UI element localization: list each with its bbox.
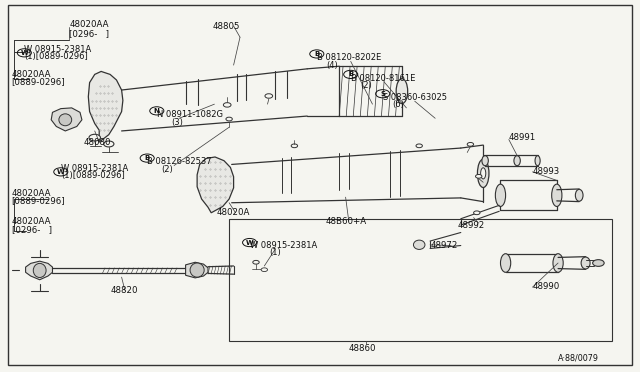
Text: [0889-0296]: [0889-0296] <box>12 196 65 205</box>
Text: (6): (6) <box>392 100 404 109</box>
Text: (1)[0889-0296]: (1)[0889-0296] <box>61 171 125 180</box>
Ellipse shape <box>253 260 259 264</box>
Ellipse shape <box>581 257 590 269</box>
Text: 48992: 48992 <box>458 221 485 230</box>
Ellipse shape <box>553 254 563 272</box>
Ellipse shape <box>476 174 482 178</box>
Text: W: W <box>20 50 28 56</box>
Text: A·88/0079: A·88/0079 <box>558 353 599 362</box>
Text: W: W <box>246 240 253 246</box>
Polygon shape <box>51 108 82 131</box>
Ellipse shape <box>474 211 480 215</box>
Ellipse shape <box>495 184 506 206</box>
Text: W: W <box>57 169 65 175</box>
Ellipse shape <box>291 144 298 148</box>
Ellipse shape <box>413 240 425 249</box>
Ellipse shape <box>552 184 562 206</box>
Text: 48020A: 48020A <box>216 208 250 217</box>
Text: 48020AA: 48020AA <box>12 189 51 198</box>
Text: N 08911-1082G: N 08911-1082G <box>157 110 223 119</box>
Text: 48805: 48805 <box>212 22 240 31</box>
Text: (4): (4) <box>326 61 338 70</box>
Polygon shape <box>197 157 234 213</box>
Text: 48B60+A: 48B60+A <box>325 217 366 226</box>
Text: B 08126-82537: B 08126-82537 <box>147 157 212 166</box>
Ellipse shape <box>593 260 604 266</box>
Text: N: N <box>154 108 160 114</box>
Ellipse shape <box>467 142 474 146</box>
Text: 48972: 48972 <box>430 241 458 250</box>
Ellipse shape <box>223 103 231 107</box>
Ellipse shape <box>104 141 114 147</box>
Ellipse shape <box>261 268 268 272</box>
Text: B: B <box>348 71 353 77</box>
Text: B 08120-8202E: B 08120-8202E <box>317 53 381 62</box>
Ellipse shape <box>59 114 72 126</box>
Text: 48080: 48080 <box>83 138 111 147</box>
Ellipse shape <box>500 254 511 272</box>
Bar <box>229 219 612 341</box>
Text: S 08360-63025: S 08360-63025 <box>383 93 447 102</box>
Text: [0889-0296]: [0889-0296] <box>12 77 65 86</box>
Text: 48020AA: 48020AA <box>12 217 51 226</box>
Text: [0296-   ]: [0296- ] <box>12 225 51 234</box>
Polygon shape <box>88 71 123 142</box>
Text: 48020AA: 48020AA <box>12 70 51 79</box>
Text: (2): (2) <box>360 81 372 90</box>
Text: S: S <box>380 91 385 97</box>
Text: W 08915-2381A: W 08915-2381A <box>250 241 317 250</box>
Text: 48820: 48820 <box>110 286 138 295</box>
Text: 48020AA: 48020AA <box>69 20 109 29</box>
Text: (1)[0889-0296]: (1)[0889-0296] <box>24 52 88 61</box>
Text: 48860: 48860 <box>349 344 376 353</box>
Text: [0296-   ]: [0296- ] <box>69 29 109 38</box>
Ellipse shape <box>477 159 489 187</box>
Polygon shape <box>26 261 52 280</box>
Text: B 08120-8161E: B 08120-8161E <box>351 74 415 83</box>
Text: B: B <box>145 155 150 161</box>
Ellipse shape <box>482 155 488 166</box>
Ellipse shape <box>514 155 520 166</box>
Text: (3): (3) <box>172 118 184 126</box>
Ellipse shape <box>416 144 422 148</box>
Text: W 08915-2381A: W 08915-2381A <box>61 164 128 173</box>
Ellipse shape <box>396 78 408 103</box>
Ellipse shape <box>226 117 232 121</box>
Text: (2): (2) <box>161 165 173 174</box>
Ellipse shape <box>265 94 273 98</box>
Polygon shape <box>186 262 208 278</box>
Ellipse shape <box>190 263 204 277</box>
Ellipse shape <box>575 189 583 201</box>
Text: (1): (1) <box>269 248 280 257</box>
Text: W 08915-2381A: W 08915-2381A <box>24 45 92 54</box>
Ellipse shape <box>89 134 100 141</box>
Text: 48990: 48990 <box>532 282 560 291</box>
Ellipse shape <box>481 168 486 179</box>
Ellipse shape <box>33 263 46 278</box>
Ellipse shape <box>535 155 540 166</box>
Text: 48991: 48991 <box>509 133 536 142</box>
Text: B: B <box>314 51 319 57</box>
Text: 48993: 48993 <box>532 167 560 176</box>
